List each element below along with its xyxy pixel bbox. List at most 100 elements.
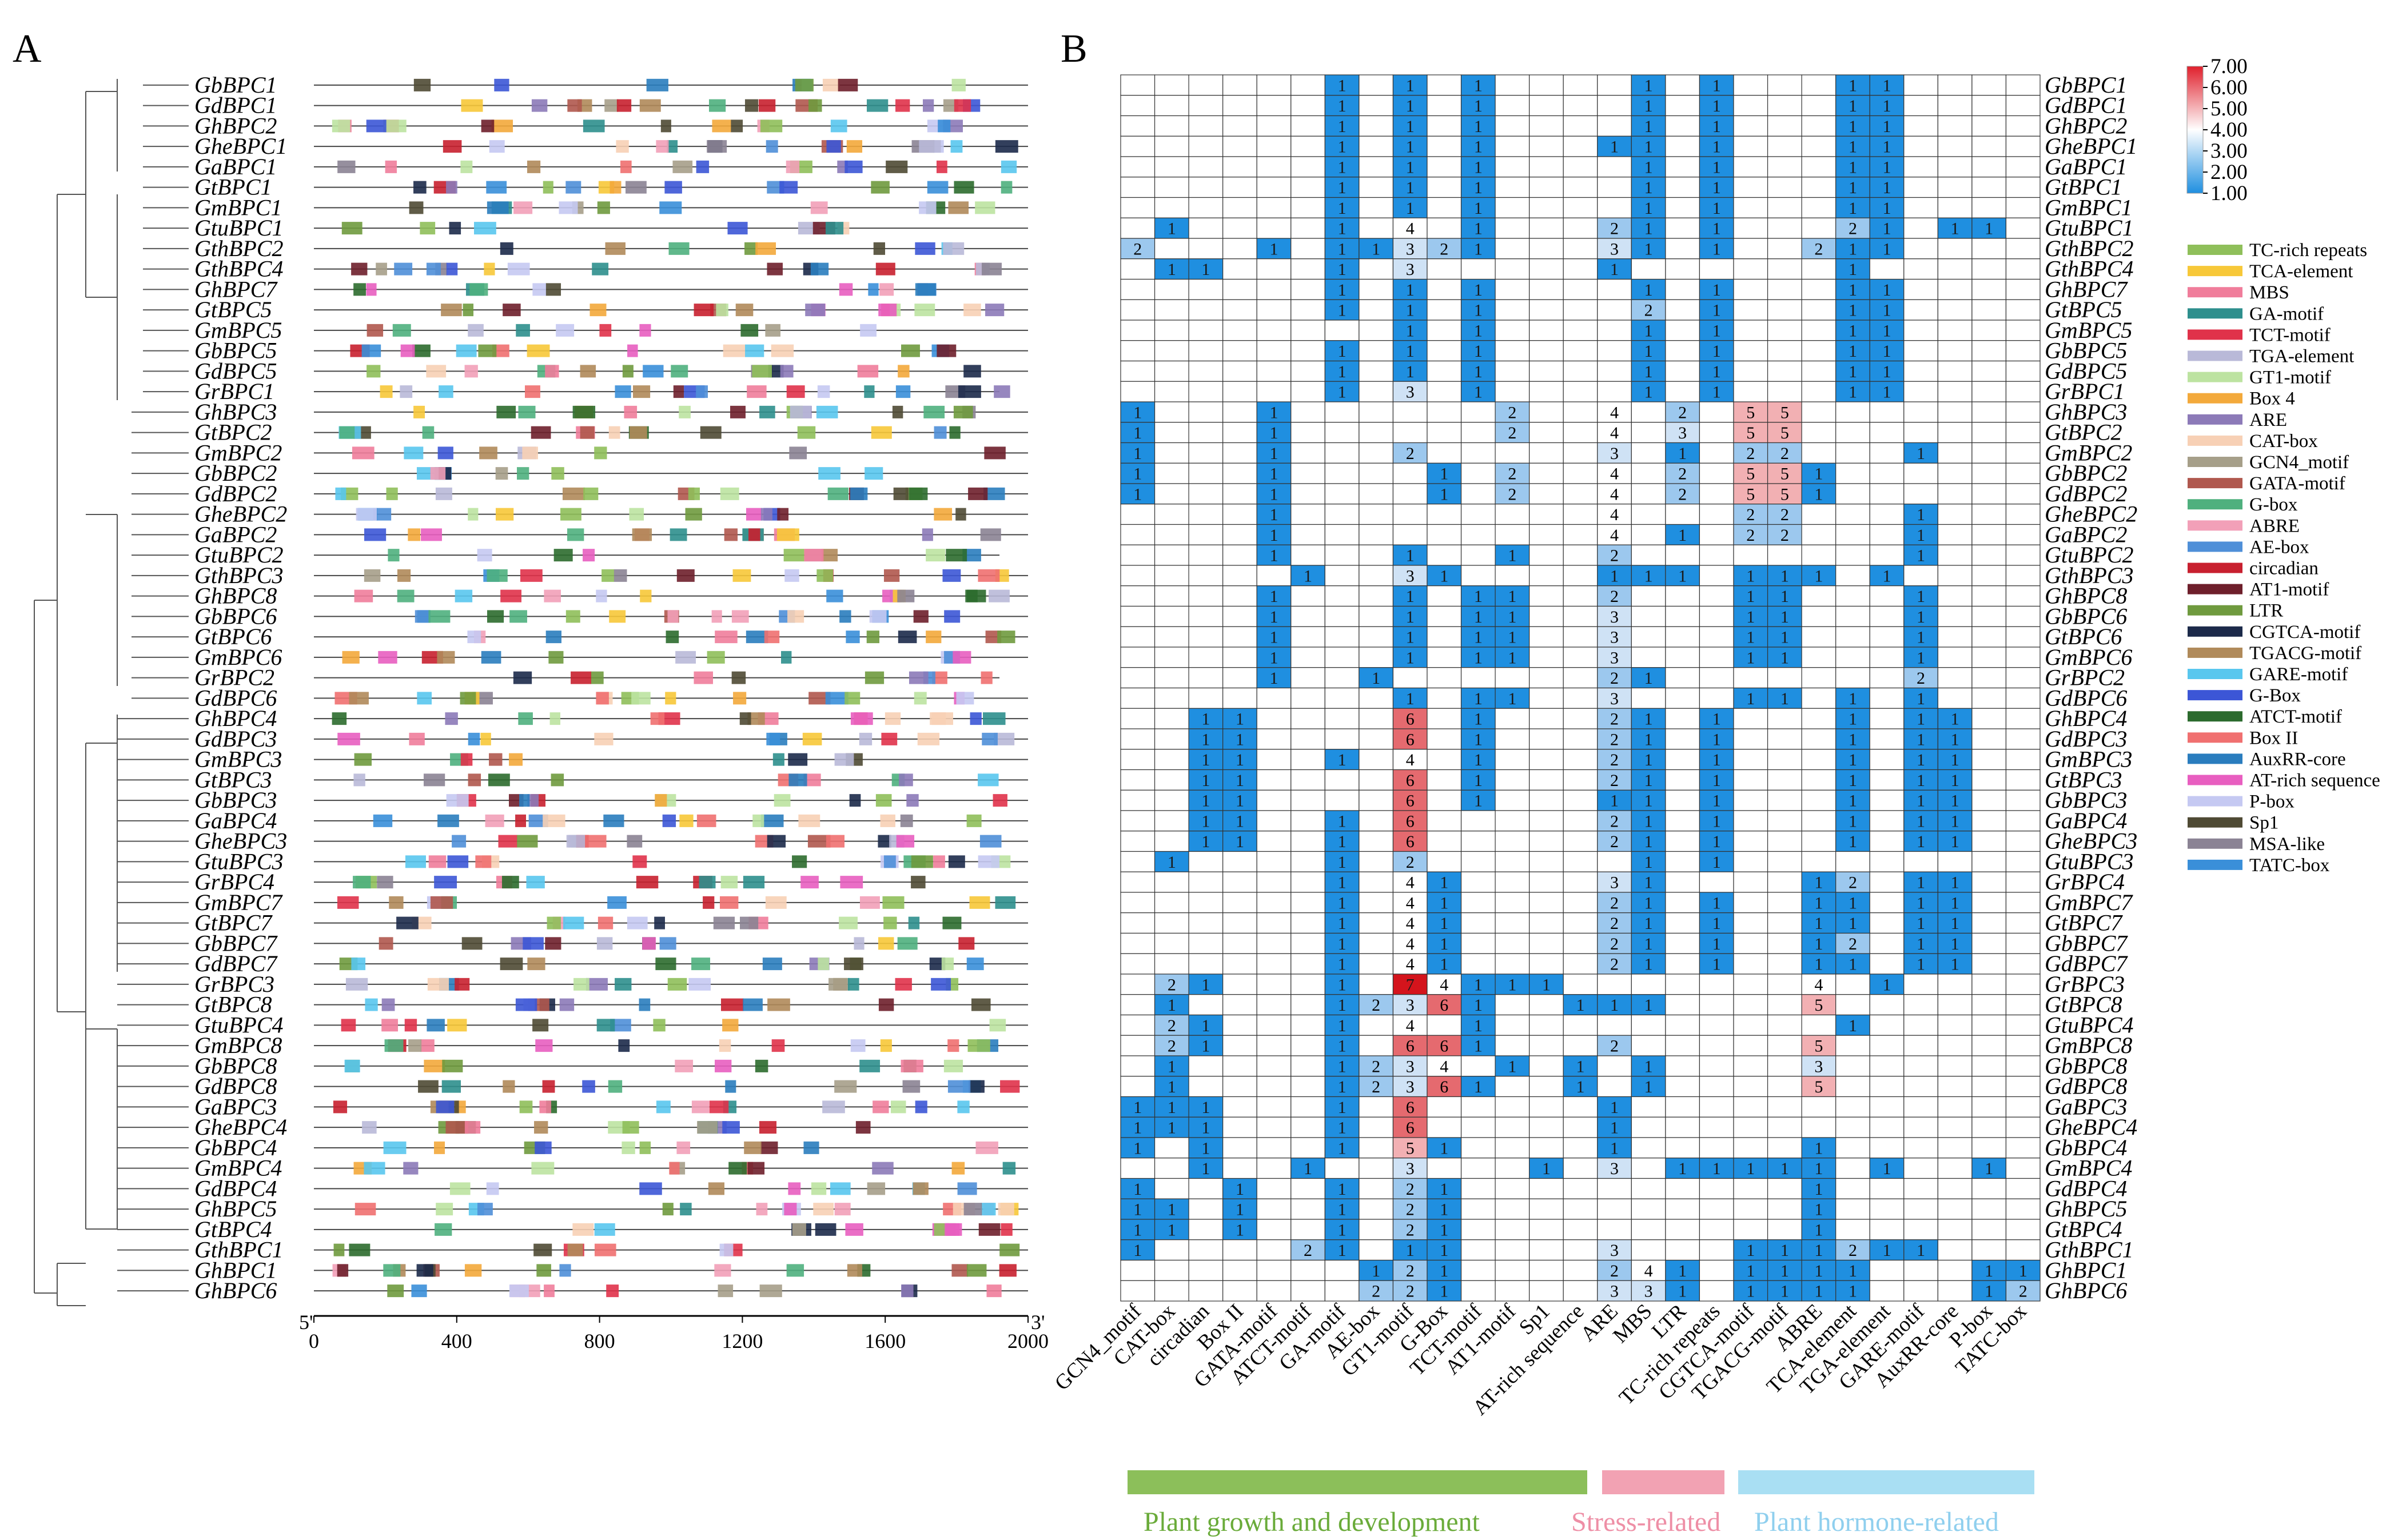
cell-value: 1 xyxy=(1133,1220,1142,1239)
motif-box xyxy=(966,1264,987,1277)
heatmap-cell xyxy=(1120,1035,1156,1056)
cell-value: 1 xyxy=(1917,1241,1925,1260)
axis-tick-label: 800 xyxy=(584,1330,615,1353)
heatmap-cell xyxy=(1597,1219,1632,1240)
motif-box xyxy=(998,1203,1014,1216)
heatmap-cell xyxy=(1835,810,1870,832)
heatmap-cell xyxy=(1256,177,1292,198)
heatmap-cell xyxy=(1631,258,1666,280)
heatmap-cell xyxy=(1324,156,1360,178)
heatmap-row-label: GbBPC3 xyxy=(2045,787,2127,813)
heatmap-cell xyxy=(1665,1116,1700,1138)
cell-value: 1 xyxy=(1644,955,1653,974)
heatmap-cell xyxy=(1495,953,1530,975)
heatmap-cell xyxy=(1597,1137,1632,1159)
motif-box xyxy=(584,835,607,848)
heatmap-cell xyxy=(1324,687,1360,709)
heatmap-row-label: GaBPC4 xyxy=(2045,808,2127,833)
motif-box xyxy=(720,876,738,889)
motif-box xyxy=(583,487,599,500)
heatmap-cell xyxy=(1971,524,2007,545)
motif-box xyxy=(622,365,634,378)
heatmap-cell xyxy=(1903,1158,1938,1179)
heatmap-cell xyxy=(1563,687,1598,709)
motif-box xyxy=(563,916,584,929)
heatmap-cell xyxy=(1460,932,1496,954)
heatmap-cell xyxy=(1869,708,1905,729)
cell-value: 1 xyxy=(1168,220,1176,238)
heatmap-cell xyxy=(1631,422,1666,444)
heatmap-cell xyxy=(1256,789,1292,811)
motif-box xyxy=(397,589,415,603)
heatmap-cell xyxy=(1188,585,1224,607)
heatmap-cell xyxy=(1460,708,1496,729)
heatmap-cell xyxy=(1256,565,1292,587)
heatmap-cell xyxy=(1256,422,1292,444)
motif-box xyxy=(642,937,656,950)
cell-value: 1 xyxy=(1644,710,1653,729)
gene-label: GdBPC6 xyxy=(194,685,277,711)
heatmap-cell xyxy=(1529,1116,1564,1138)
cell-value: 1 xyxy=(1917,587,1925,606)
heatmap-cell xyxy=(1665,851,1700,872)
cell-value: 1 xyxy=(1474,1078,1483,1096)
heatmap-cell xyxy=(1529,320,1564,341)
cell-value: 2 xyxy=(1610,914,1619,933)
motif-box xyxy=(662,814,676,827)
motif-box xyxy=(873,242,886,255)
heatmap-cell xyxy=(1563,912,1598,934)
heatmap-cell xyxy=(1392,667,1428,689)
heatmap-row-label: GrBPC3 xyxy=(2045,971,2125,997)
heatmap-cell xyxy=(1971,749,2007,771)
heatmap-cell xyxy=(1529,667,1564,689)
heatmap-cell xyxy=(1597,524,1632,545)
cell-value: 1 xyxy=(1440,1220,1448,1239)
cell-value: 1 xyxy=(1201,1098,1210,1117)
heatmap-cell xyxy=(1188,1259,1224,1281)
heatmap-cell xyxy=(1801,687,1837,709)
cell-value: 2 xyxy=(1780,526,1789,545)
cell-value: 1 xyxy=(1270,608,1278,627)
heatmap-cell xyxy=(1290,994,1325,1016)
cell-value: 1 xyxy=(1883,321,1891,340)
heatmap-cell xyxy=(1869,605,1905,627)
motif-box xyxy=(351,957,366,971)
heatmap-cell xyxy=(1120,1014,1156,1036)
heatmap-row-labels: GbBPC1GdBPC1GhBPC2GheBPC1GaBPC1GtBPC1GmB… xyxy=(2045,72,2137,1303)
heatmap-cell xyxy=(1903,135,1938,157)
motif-box xyxy=(443,140,462,153)
heatmap-cell xyxy=(1563,851,1598,872)
cell-value: 1 xyxy=(1236,1200,1244,1219)
heatmap-cell xyxy=(1359,626,1394,648)
gene-label: GaBPC2 xyxy=(194,521,277,547)
heatmap-row-label: GheBPC2 xyxy=(2045,501,2137,527)
motif-box xyxy=(548,651,564,664)
legend-swatch xyxy=(2188,245,2242,255)
gene-label: GtBPC7 xyxy=(194,910,273,936)
heatmap-cell xyxy=(1188,749,1224,771)
heatmap-cell xyxy=(2005,1116,2041,1138)
heatmap-cell xyxy=(1903,197,1938,218)
heatmap-cell xyxy=(1631,1158,1666,1179)
cell-value: 1 xyxy=(1883,76,1891,95)
heatmap-cell xyxy=(1869,442,1905,464)
motif-box xyxy=(337,1264,349,1277)
motif-box xyxy=(596,692,609,705)
heatmap-cell xyxy=(1699,156,1734,178)
cell-value: 1 xyxy=(1406,178,1415,197)
motif-box xyxy=(697,1121,718,1134)
legend-swatch xyxy=(2188,775,2242,785)
motif-box xyxy=(333,1100,348,1114)
cell-value: 3 xyxy=(1610,444,1619,463)
heatmap-cell xyxy=(1597,585,1632,607)
heatmap-cell xyxy=(1188,1014,1224,1036)
gene-label: GdBPC3 xyxy=(194,726,277,752)
heatmap-cell xyxy=(1256,156,1292,178)
heatmap-cell xyxy=(1529,1035,1564,1056)
legend-label: AuxRR-core xyxy=(2249,749,2346,769)
motif-box xyxy=(818,467,840,480)
motif-box xyxy=(500,589,521,603)
heatmap-cell xyxy=(1529,647,1564,668)
heatmap-cell xyxy=(1631,544,1666,566)
motif-box xyxy=(951,78,966,91)
